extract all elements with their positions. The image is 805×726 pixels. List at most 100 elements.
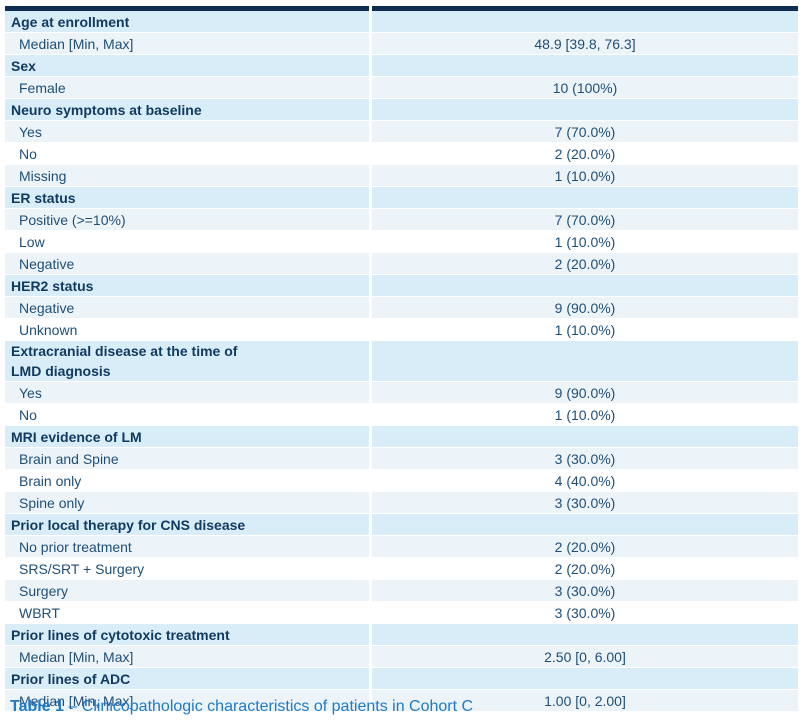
column-divider	[369, 231, 372, 252]
category-cell: WBRT	[19, 604, 60, 621]
column-divider	[369, 297, 372, 318]
category-cell: Spine only	[19, 494, 85, 511]
section-header-value-cell	[372, 275, 798, 296]
value-cell: 9 (90.0%)	[554, 384, 616, 401]
data-row: Missing 1 (10.0%)	[5, 165, 798, 187]
data-row: Brain and Spine 3 (30.0%)	[5, 448, 798, 470]
value-cell: 2 (20.0%)	[554, 560, 616, 577]
column-divider	[369, 558, 372, 579]
column-divider	[369, 404, 372, 425]
section-header-value-cell	[372, 55, 798, 76]
column-divider	[369, 121, 372, 142]
column-divider	[369, 448, 372, 469]
category-cell: Median [Min, Max]	[19, 35, 134, 52]
column-divider	[369, 341, 372, 381]
section-header-cell: Extracranial disease at the time of LMD …	[11, 343, 238, 379]
data-row: Median [Min, Max] 48.9 [39.8, 76.3]	[5, 33, 798, 55]
column-divider	[369, 426, 372, 447]
section-header-cell: Age at enrollment	[11, 13, 130, 30]
category-cell: Low	[19, 233, 45, 250]
column-divider	[369, 11, 372, 32]
value-cell: 3 (30.0%)	[554, 582, 616, 599]
value-cell: 3 (30.0%)	[554, 450, 616, 467]
data-row: No 2 (20.0%)	[5, 143, 798, 165]
value-cell: 9 (90.0%)	[554, 299, 616, 316]
data-row: Positive (>=10%) 7 (70.0%)	[5, 209, 798, 231]
section-header-value-cell	[372, 624, 798, 645]
section-header-cell: HER2 status	[11, 277, 94, 294]
data-row: Negative 2 (20.0%)	[5, 253, 798, 275]
section-header-row: Prior lines of ADC	[5, 668, 798, 690]
column-divider	[369, 602, 372, 623]
section-header-cell: Sex	[11, 57, 36, 74]
category-cell: No	[19, 406, 37, 423]
section-header-row: Prior lines of cytotoxic treatment	[5, 624, 798, 646]
column-divider	[369, 77, 372, 98]
section-header-value-cell	[372, 514, 798, 535]
patient-characteristics-table: Age at enrollment Median [Min, Max] 48.9 […	[5, 6, 798, 712]
data-row: Brain only 4 (40.0%)	[5, 470, 798, 492]
top-border-right-segment	[372, 6, 798, 11]
section-header-cell: Neuro symptoms at baseline	[11, 101, 202, 118]
section-header-row: Prior local therapy for CNS disease	[5, 514, 798, 536]
value-cell: 48.9 [39.8, 76.3]	[534, 35, 636, 52]
table-caption-dash: –	[68, 698, 78, 715]
value-cell: 1 (10.0%)	[554, 406, 616, 423]
data-row: Low 1 (10.0%)	[5, 231, 798, 253]
section-header-cell: Prior local therapy for CNS disease	[11, 516, 246, 533]
section-header-cell: ER status	[11, 189, 76, 206]
category-cell: Brain only	[19, 472, 82, 489]
data-row: Negative 9 (90.0%)	[5, 297, 798, 319]
table-caption: Table 1 – Clinicopathologic characterist…	[10, 697, 473, 717]
category-cell: Negative	[19, 299, 75, 316]
value-cell: 2 (20.0%)	[554, 538, 616, 555]
section-header-cell: Prior lines of ADC	[11, 670, 131, 687]
value-cell: 1 (10.0%)	[554, 321, 616, 338]
value-cell: 7 (70.0%)	[554, 211, 616, 228]
section-header-row: Extracranial disease at the time of LMD …	[5, 341, 798, 382]
column-divider	[369, 624, 372, 645]
section-header-value-cell	[372, 11, 798, 32]
category-cell: Missing	[19, 167, 67, 184]
column-divider	[369, 99, 372, 120]
section-header-value-cell	[372, 426, 798, 447]
section-header-row: Neuro symptoms at baseline	[5, 99, 798, 121]
top-border-left-segment	[5, 6, 369, 11]
category-cell: Yes	[19, 123, 42, 140]
section-header-row: Age at enrollment	[5, 11, 798, 33]
data-row: Median [Min, Max] 2.50 [0, 6.00]	[5, 646, 798, 668]
section-header-value-cell	[372, 341, 798, 381]
value-cell: 10 (100%)	[552, 79, 618, 96]
column-divider	[369, 492, 372, 513]
column-divider	[369, 55, 372, 76]
column-divider	[369, 382, 372, 403]
data-row: Surgery 3 (30.0%)	[5, 580, 798, 602]
category-cell: Positive (>=10%)	[19, 211, 126, 228]
value-cell: 2 (20.0%)	[554, 145, 616, 162]
column-divider	[369, 165, 372, 186]
value-cell: 4 (40.0%)	[554, 472, 616, 489]
column-divider	[369, 690, 372, 711]
value-cell: 1 (10.0%)	[554, 233, 616, 250]
column-divider	[369, 143, 372, 164]
category-cell: Median [Min, Max]	[19, 648, 134, 665]
column-divider	[369, 187, 372, 208]
value-cell: 1.00 [0, 2.00]	[544, 692, 626, 709]
category-cell: Brain and Spine	[19, 450, 119, 467]
category-cell: SRS/SRT + Surgery	[19, 560, 145, 577]
section-header-cell: MRI evidence of LM	[11, 428, 142, 445]
category-cell: No	[19, 145, 37, 162]
value-cell: 2.50 [0, 6.00]	[544, 648, 626, 665]
data-row: Female 10 (100%)	[5, 77, 798, 99]
section-header-value-cell	[372, 668, 798, 689]
data-row: SRS/SRT + Surgery 2 (20.0%)	[5, 558, 798, 580]
data-row: WBRT 3 (30.0%)	[5, 602, 798, 624]
data-row: Unknown 1 (10.0%)	[5, 319, 798, 341]
value-cell: 3 (30.0%)	[554, 604, 616, 621]
column-divider	[369, 668, 372, 689]
category-cell: Unknown	[19, 321, 78, 338]
category-cell: Yes	[19, 384, 42, 401]
value-cell: 2 (20.0%)	[554, 255, 616, 272]
section-header-row: Sex	[5, 55, 798, 77]
column-divider	[369, 209, 372, 230]
